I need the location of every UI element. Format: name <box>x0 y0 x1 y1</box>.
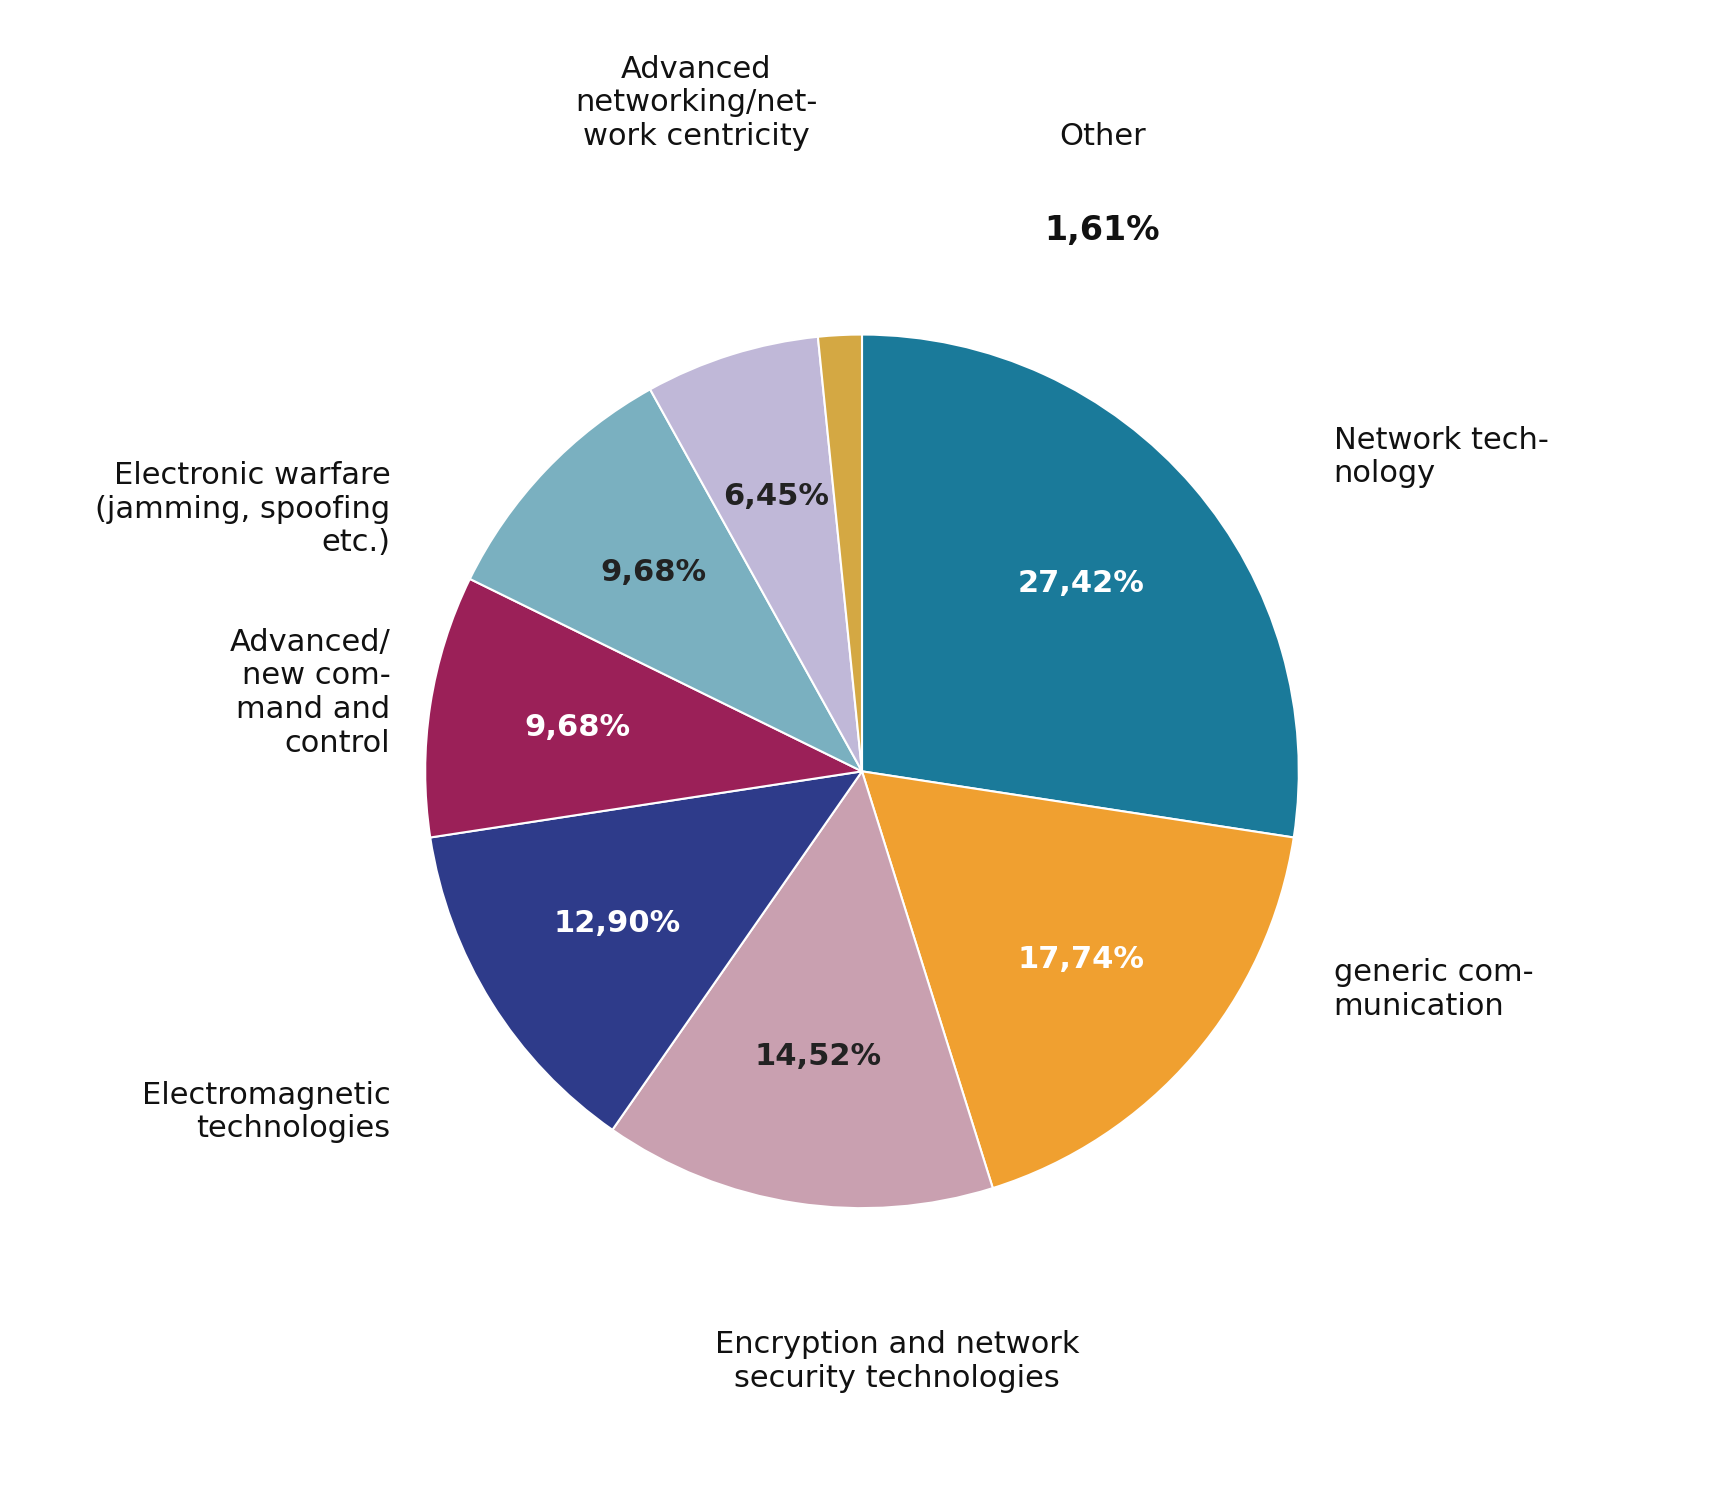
Wedge shape <box>431 772 862 1130</box>
Text: 6,45%: 6,45% <box>722 481 829 511</box>
Wedge shape <box>470 390 862 772</box>
Wedge shape <box>426 579 862 838</box>
Text: 17,74%: 17,74% <box>1017 944 1144 974</box>
Wedge shape <box>650 337 862 772</box>
Wedge shape <box>612 772 992 1208</box>
Text: 9,68%: 9,68% <box>600 558 706 588</box>
Text: 14,52%: 14,52% <box>755 1042 882 1070</box>
Text: Advanced
networking/net-
work centricity: Advanced networking/net- work centricity <box>574 55 817 151</box>
Text: Electronic warfare
(jamming, spoofing
etc.): Electronic warfare (jamming, spoofing et… <box>95 462 389 558</box>
Text: 9,68%: 9,68% <box>524 714 629 742</box>
Text: 1,61%: 1,61% <box>1044 214 1160 247</box>
Text: generic com-
munication: generic com- munication <box>1334 958 1532 1021</box>
Text: 12,90%: 12,90% <box>553 910 681 938</box>
Wedge shape <box>862 772 1292 1189</box>
Wedge shape <box>817 334 862 772</box>
Text: Electromagnetic
technologies: Electromagnetic technologies <box>141 1081 389 1144</box>
Text: Advanced/
new com-
mand and
control: Advanced/ new com- mand and control <box>229 628 389 757</box>
Text: Network tech-
nology: Network tech- nology <box>1334 426 1547 489</box>
Text: 27,42%: 27,42% <box>1017 570 1144 598</box>
Text: Encryption and network
security technologies: Encryption and network security technolo… <box>715 1331 1079 1393</box>
Wedge shape <box>862 334 1297 838</box>
Text: Other: Other <box>1058 121 1146 151</box>
